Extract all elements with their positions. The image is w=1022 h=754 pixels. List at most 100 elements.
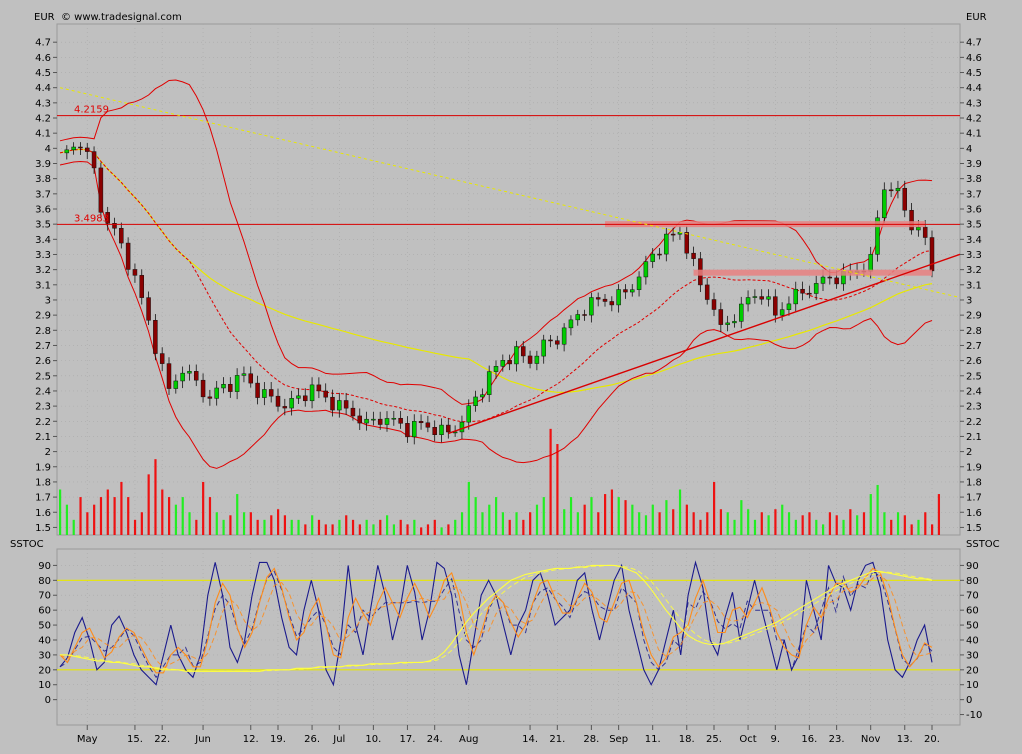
volume-bar bbox=[406, 524, 409, 535]
volume-bar bbox=[147, 474, 150, 535]
candle-body bbox=[398, 417, 403, 424]
candle-body bbox=[125, 242, 131, 270]
candle-body bbox=[493, 366, 499, 372]
stochastic-tick-label-right: 80 bbox=[966, 576, 979, 587]
volume-bar bbox=[447, 524, 450, 535]
stochastic-tick-label-left: 80 bbox=[38, 576, 51, 587]
candle-body bbox=[657, 253, 662, 256]
date-tick-label: 17. bbox=[399, 734, 415, 745]
candle-body bbox=[514, 346, 519, 365]
price-tick-label-right: 2.8 bbox=[966, 326, 982, 337]
price-tick-label-right: 2.3 bbox=[966, 402, 982, 413]
candle-body bbox=[439, 424, 444, 435]
date-tick-label: 22. bbox=[154, 734, 170, 745]
volume-bar bbox=[535, 504, 539, 535]
volume-bar bbox=[65, 504, 69, 535]
date-tick-label: May bbox=[77, 734, 98, 745]
candle-body bbox=[793, 288, 798, 305]
price-tick-label-left: 2.2 bbox=[35, 417, 51, 428]
indicator-label-right: SSTOC bbox=[966, 539, 1000, 550]
date-tick-label: 11. bbox=[645, 734, 661, 745]
candle-body bbox=[255, 382, 260, 398]
price-tick-label-left: 3.9 bbox=[35, 159, 51, 170]
support-trendline bbox=[448, 253, 961, 435]
candle-body bbox=[357, 415, 362, 424]
volume-bar bbox=[767, 515, 770, 535]
candle-body bbox=[773, 296, 778, 316]
price-tick-label-right: 4.1 bbox=[966, 129, 982, 140]
stochastic-tick-label-left: 30 bbox=[38, 650, 51, 661]
volume-bar bbox=[365, 519, 368, 535]
price-tick-label-left: 2.9 bbox=[35, 311, 51, 322]
price-tick-label-right: 2.5 bbox=[966, 371, 982, 382]
candle-body bbox=[623, 289, 628, 293]
price-tick-label-left: 4.3 bbox=[35, 98, 51, 109]
candle-body bbox=[486, 371, 492, 395]
candle-body bbox=[207, 396, 213, 399]
price-tick-label-left: 2.3 bbox=[35, 402, 51, 413]
price-tick-label-left: 1.5 bbox=[35, 523, 51, 534]
candle-body bbox=[929, 237, 935, 272]
candle-body bbox=[391, 417, 397, 420]
volume-bar bbox=[154, 459, 157, 535]
volume-bar bbox=[522, 519, 525, 535]
candle-body bbox=[868, 254, 873, 272]
date-tick-label: 16. bbox=[801, 734, 817, 745]
volume-bar bbox=[161, 489, 164, 535]
candle-body bbox=[813, 283, 819, 294]
price-tick-label-right: 2.1 bbox=[966, 432, 982, 443]
candle-body bbox=[316, 384, 322, 392]
volume-bar bbox=[215, 512, 218, 535]
candle-body bbox=[418, 421, 424, 424]
volume-bar bbox=[256, 519, 259, 535]
volume-bar bbox=[113, 497, 116, 535]
volume-bar bbox=[713, 481, 716, 535]
stochastic-tick-label-right: 60 bbox=[966, 606, 979, 617]
volume-bar bbox=[801, 515, 804, 535]
candle-body bbox=[902, 187, 907, 211]
price-tick-label-right: 2.6 bbox=[966, 356, 982, 367]
stochastic-tick-label-right: 90 bbox=[966, 561, 979, 572]
candle-body bbox=[561, 327, 567, 345]
price-tick-label-right: 2.4 bbox=[966, 386, 982, 397]
candle-body bbox=[739, 303, 744, 322]
volume-bar bbox=[842, 519, 845, 535]
price-tick-label-right: 4 bbox=[966, 144, 972, 155]
candle-body bbox=[180, 372, 185, 382]
candle-body bbox=[595, 297, 601, 300]
volume-bar bbox=[740, 500, 743, 535]
candle-body bbox=[323, 390, 328, 398]
indicator-label-left: SSTOC bbox=[10, 539, 44, 550]
date-tick-label: 21. bbox=[549, 734, 565, 745]
stochastic-tick-label-left: 60 bbox=[38, 606, 51, 617]
volume-bar bbox=[931, 524, 934, 535]
candle-body bbox=[85, 147, 90, 152]
bollinger-middle bbox=[59, 148, 933, 423]
volume-bar bbox=[488, 504, 491, 535]
volume-bar bbox=[753, 519, 757, 535]
price-tick-label-right: 3 bbox=[966, 295, 972, 306]
candle-body bbox=[500, 360, 506, 367]
volume-bar bbox=[420, 527, 423, 535]
volume-bar bbox=[93, 504, 96, 535]
volume-bar bbox=[794, 519, 797, 535]
price-tick-label-right: 3.3 bbox=[966, 250, 982, 261]
candle-body bbox=[343, 400, 349, 409]
volume-bar bbox=[72, 519, 75, 535]
candle-body bbox=[630, 289, 635, 293]
candle-body bbox=[916, 226, 921, 231]
price-tick-label-right: 1.5 bbox=[966, 523, 982, 534]
volume-bar bbox=[290, 519, 293, 535]
volume-bar bbox=[242, 512, 246, 535]
price-tick-label-left: 2.1 bbox=[35, 432, 51, 443]
volume-bar bbox=[910, 524, 913, 535]
price-tick-label-left: 2 bbox=[45, 447, 51, 458]
volume-bar bbox=[372, 524, 375, 535]
price-tick-label-left: 4.2 bbox=[35, 114, 51, 125]
price-tick-label-right: 2 bbox=[966, 447, 972, 458]
volume-bar bbox=[181, 497, 184, 535]
price-tick-label-right: 3.6 bbox=[966, 204, 982, 215]
price-tick-label-left: 4.1 bbox=[35, 129, 51, 140]
date-tick-label: 10. bbox=[365, 734, 381, 745]
